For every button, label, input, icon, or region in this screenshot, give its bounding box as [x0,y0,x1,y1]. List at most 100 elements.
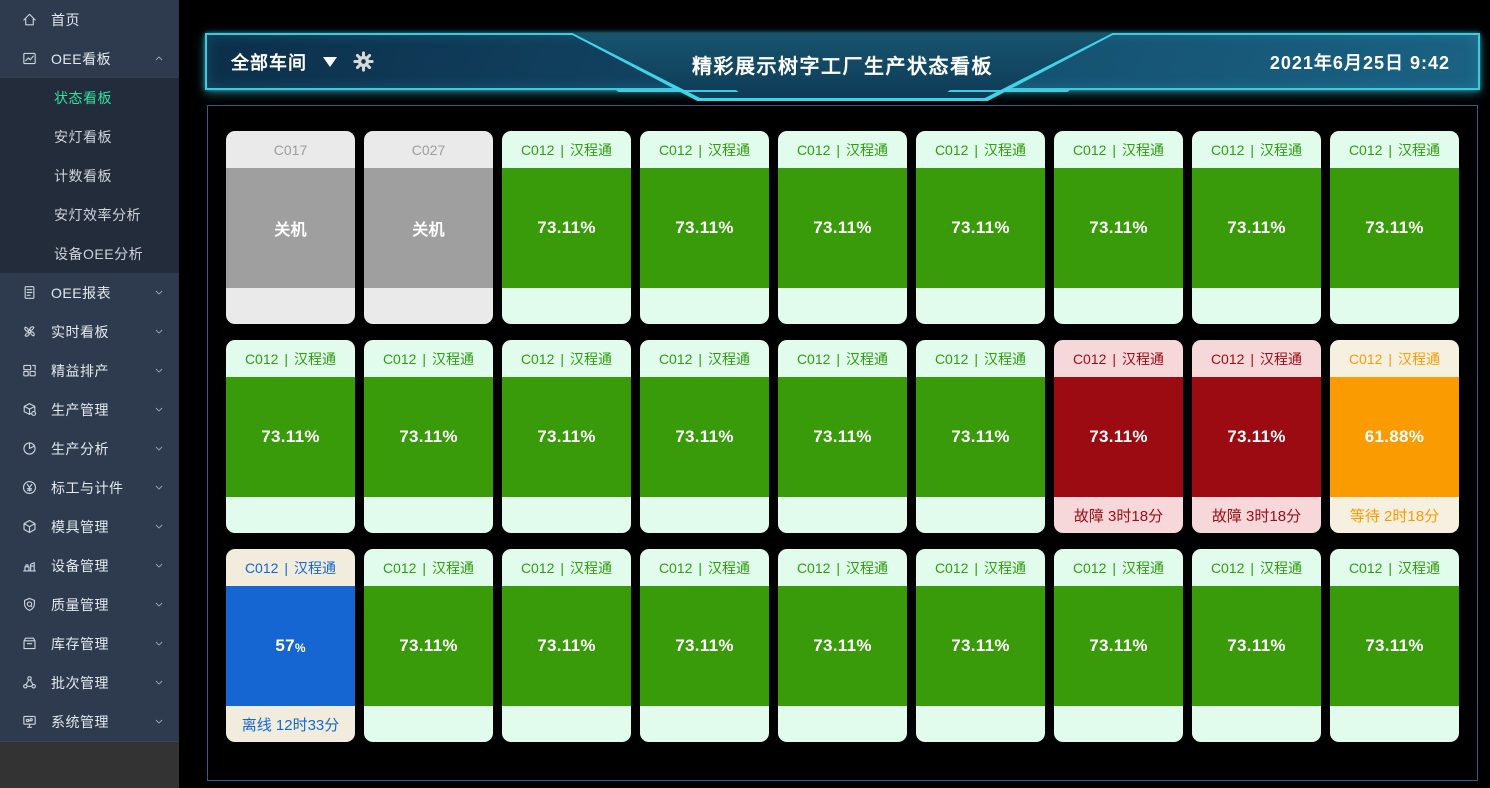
card-body: 73.11% [640,586,769,706]
sidebar-subitem[interactable]: 状态看板 [54,89,112,106]
workshop-selector[interactable]: 全部车间 [231,49,374,75]
card-body: 73.11% [916,377,1045,497]
sidebar-submenu: 状态看板安灯看板计数看板安灯效率分析 设备OEE分析 [0,78,179,273]
chevron-down-icon [152,598,166,612]
machine-status-card[interactable]: C012 | 汉程通 73.11% [778,131,907,324]
card-footer [364,497,493,533]
machine-status-card[interactable]: C012 | 汉程通 73.11% [502,549,631,742]
sidebar-item[interactable]: 生产分析 [0,429,179,468]
caret-down-icon[interactable] [323,56,337,67]
card-header: C012 | 汉程通 [1330,549,1459,586]
kanban-icon [20,50,38,68]
banner-accent-left [598,77,739,92]
machine-status-card[interactable]: C012 | 汉程通 73.11% [916,131,1045,324]
machine-status-card[interactable]: C012 | 汉程通 73.11% [502,340,631,533]
machine-status-card[interactable]: C012 | 汉程通 57 % 离线 12时33分 [226,549,355,742]
card-product-name: 汉程通 [984,141,1027,158]
card-footer [1192,706,1321,742]
card-machine-id: C012 [796,559,831,576]
card-product-name: 汉程通 [1122,350,1165,367]
card-footer [364,288,493,324]
machine-status-card[interactable]: C012 | 汉程通 73.11% [640,549,769,742]
card-divider: | [1250,350,1255,367]
sidebar-item[interactable]: 批次管理 [0,663,179,702]
card-body: 73.11% [778,586,907,706]
sidebar-item-label: 质量管理 [51,596,109,613]
sidebar-item[interactable]: 设备管理 [0,546,179,585]
sidebar-subitem[interactable]: 设备OEE分析 [54,245,144,262]
machine-status-card[interactable]: C012 | 汉程通 73.11% [1330,131,1459,324]
sidebar-item[interactable]: 生产管理 [0,390,179,429]
machine-status-card[interactable]: C012 | 汉程通 73.11% [778,340,907,533]
machine-status-card[interactable]: C012 | 汉程通 73.11% [1192,131,1321,324]
card-footer [364,706,493,742]
machine-status-card[interactable]: C012 | 汉程通 73.11% 故障 3时18分 [1192,340,1321,533]
sidebar-item-label: 库存管理 [51,635,109,652]
card-machine-id: C012 [658,350,693,367]
machine-status-card[interactable]: C012 | 汉程通 73.11% [1054,131,1183,324]
sidebar-item[interactable]: 精益排产 [0,351,179,390]
card-machine-id: C012 [934,559,969,576]
card-product-name: 汉程通 [1122,141,1165,158]
card-header: C012 | 汉程通 [640,549,769,586]
card-header: C012 | 汉程通 [1054,131,1183,168]
sidebar-subitem[interactable]: 计数看板 [54,167,112,184]
machine-status-card[interactable]: C012 | 汉程通 73.11% [916,549,1045,742]
machine-status-card[interactable]: C012 | 汉程通 73.11% [778,549,907,742]
sidebar-item[interactable]: 标工与计件 [0,468,179,507]
sidebar-item-label: 实时看板 [51,323,109,340]
card-value: 61.88% [1364,427,1425,446]
sidebar-item[interactable]: 首页 [0,0,179,39]
sidebar-subitem[interactable]: 安灯效率分析 [54,206,141,223]
fan-icon [20,323,38,341]
card-divider: | [1388,559,1393,576]
card-product-name: 汉程通 [846,350,889,367]
chevron-down-icon [152,481,166,495]
machine-status-card[interactable]: C012 | 汉程通 73.11% [1330,549,1459,742]
sidebar-item-label: 首页 [51,11,80,28]
machine-status-card[interactable]: C027 关机 [364,131,493,324]
machine-status-card[interactable]: C012 | 汉程通 73.11% [364,340,493,533]
page-title: 精彩展示树字工厂生产状态看板 [692,56,993,78]
card-machine-id: C012 [520,350,555,367]
sidebar-item[interactable]: 系统管理 [0,702,179,741]
card-value: 73.11% [1365,636,1424,655]
machine-status-card[interactable]: C012 | 汉程通 73.11% 故障 3时18分 [1054,340,1183,533]
card-machine-id: C027 [411,141,446,158]
sidebar-item[interactable]: 质量管理 [0,585,179,624]
sidebar-subitem[interactable]: 安灯看板 [54,128,112,145]
card-header: C012 | 汉程通 [1330,340,1459,377]
sidebar-item[interactable]: 实时看板 [0,312,179,351]
machine-status-card[interactable]: C012 | 汉程通 73.11% [502,131,631,324]
machine-status-card[interactable]: C012 | 汉程通 73.11% [916,340,1045,533]
machine-status-card[interactable]: C012 | 汉程通 73.11% [364,549,493,742]
card-header: C012 | 汉程通 [1192,131,1321,168]
gear-icon[interactable] [353,51,374,72]
sidebar-item[interactable]: OEE报表 [0,273,179,312]
card-value: 73.11% [1227,427,1286,446]
sidebar-item[interactable]: 模具管理 [0,507,179,546]
card-body: 73.11% [916,168,1045,288]
card-divider: | [1250,141,1255,158]
sidebar-item[interactable]: 库存管理 [0,624,179,663]
machine-status-card[interactable]: C012 | 汉程通 73.11% [1054,549,1183,742]
sidebar-item[interactable]: OEE看板 [0,39,179,78]
card-value: 关机 [412,222,445,239]
card-body: 61.88% [1330,377,1459,497]
machine-status-card[interactable]: C017 关机 [226,131,355,324]
machine-status-card[interactable]: C012 | 汉程通 73.11% [640,131,769,324]
machine-status-card[interactable]: C012 | 汉程通 61.88% 等待 2时18分 [1330,340,1459,533]
card-product-name: 汉程通 [984,350,1027,367]
system-icon [20,713,38,731]
machine-status-card[interactable]: C012 | 汉程通 73.11% [1192,549,1321,742]
card-value: 73.11% [1227,218,1286,237]
card-header: C012 | 汉程通 [502,131,631,168]
card-body: 73.11% [1192,377,1321,497]
card-header: C012 | 汉程通 [1330,131,1459,168]
machine-status-card[interactable]: C012 | 汉程通 73.11% [640,340,769,533]
card-value: 73.11% [1089,636,1148,655]
machine-status-card[interactable]: C012 | 汉程通 73.11% [226,340,355,533]
workshop-selector-label[interactable]: 全部车间 [231,52,307,73]
card-value: 73.11% [537,218,596,237]
card-body: 73.11% [1192,586,1321,706]
